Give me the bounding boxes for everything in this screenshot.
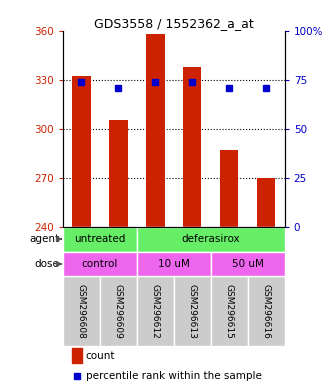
Bar — [183, 66, 202, 227]
Bar — [63, 276, 100, 346]
Bar — [63, 252, 137, 276]
Bar — [109, 121, 127, 227]
Text: control: control — [82, 259, 118, 269]
Bar — [211, 252, 285, 276]
Bar — [137, 252, 211, 276]
Text: GSM296612: GSM296612 — [151, 284, 160, 338]
Bar — [137, 276, 174, 346]
Bar — [72, 348, 82, 363]
Bar — [146, 34, 165, 227]
Text: untreated: untreated — [74, 234, 125, 244]
Bar — [137, 227, 285, 252]
Bar — [100, 276, 137, 346]
Text: percentile rank within the sample: percentile rank within the sample — [86, 371, 262, 381]
Text: GSM296609: GSM296609 — [114, 284, 123, 338]
Text: agent: agent — [29, 234, 59, 244]
Title: GDS3558 / 1552362_a_at: GDS3558 / 1552362_a_at — [94, 17, 254, 30]
Text: GSM296616: GSM296616 — [262, 284, 271, 338]
Bar — [174, 276, 211, 346]
Text: GSM296615: GSM296615 — [225, 284, 234, 338]
Bar — [72, 76, 91, 227]
Bar — [211, 276, 248, 346]
Bar — [63, 227, 137, 252]
Text: GSM296613: GSM296613 — [188, 284, 197, 338]
Bar — [257, 177, 275, 227]
Text: dose: dose — [34, 259, 59, 269]
Text: 50 uM: 50 uM — [232, 259, 263, 269]
Bar — [220, 150, 238, 227]
Bar — [248, 276, 285, 346]
Text: deferasirox: deferasirox — [181, 234, 240, 244]
Text: 10 uM: 10 uM — [158, 259, 190, 269]
Text: count: count — [86, 351, 115, 361]
Text: GSM296608: GSM296608 — [77, 284, 86, 338]
